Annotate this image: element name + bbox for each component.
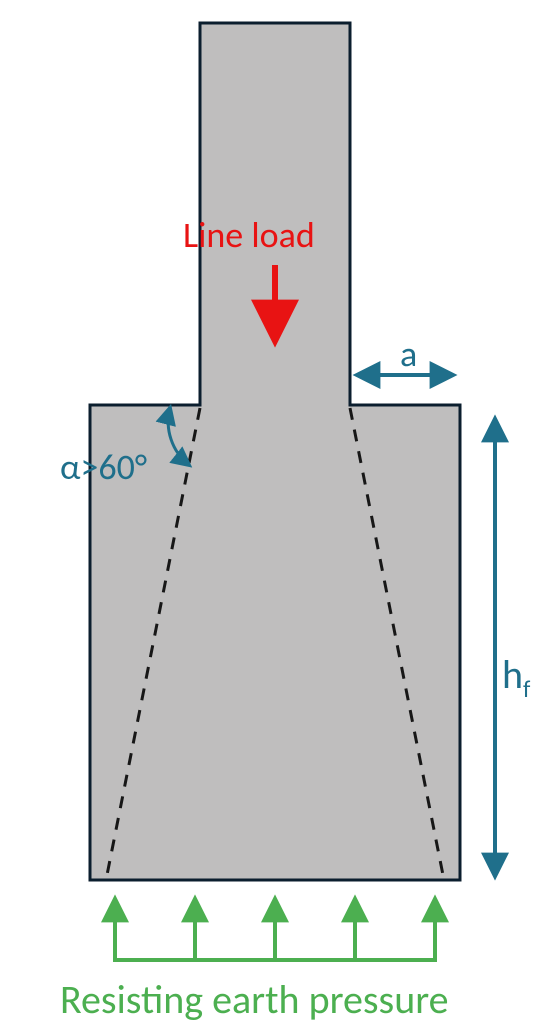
label-hf: hf — [502, 650, 530, 702]
label-dim-a: a — [400, 332, 417, 376]
label-resisting: Resisting earth pressure — [60, 975, 449, 1024]
label-hf-main: h — [502, 650, 523, 699]
label-hf-sub: f — [523, 675, 530, 704]
label-line-load: Line load — [183, 213, 315, 257]
label-angle: α>60° — [60, 445, 147, 489]
foundation-diagram: Line load a α>60° hf Resisting earth pre… — [0, 0, 554, 1024]
diagram-svg — [0, 0, 554, 1024]
